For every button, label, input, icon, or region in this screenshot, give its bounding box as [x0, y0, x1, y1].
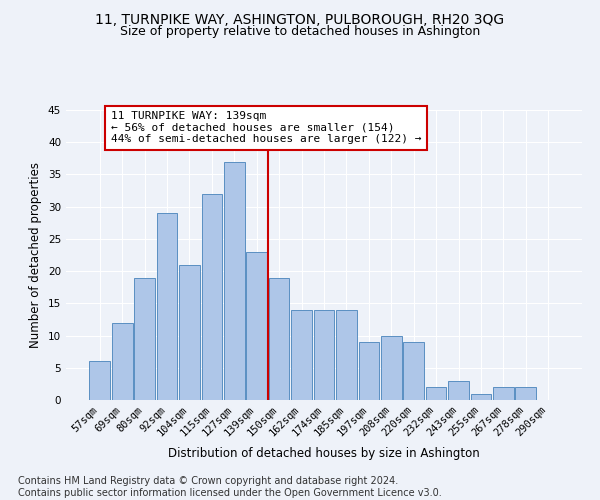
Bar — [291, 310, 312, 400]
Bar — [134, 278, 155, 400]
Bar — [493, 387, 514, 400]
Bar — [515, 387, 536, 400]
Bar — [202, 194, 222, 400]
Text: 11 TURNPIKE WAY: 139sqm
← 56% of detached houses are smaller (154)
44% of semi-d: 11 TURNPIKE WAY: 139sqm ← 56% of detache… — [111, 112, 421, 144]
Text: Contains HM Land Registry data © Crown copyright and database right 2024.
Contai: Contains HM Land Registry data © Crown c… — [18, 476, 442, 498]
Bar — [336, 310, 357, 400]
Y-axis label: Number of detached properties: Number of detached properties — [29, 162, 43, 348]
Bar — [314, 310, 334, 400]
Bar — [403, 342, 424, 400]
Bar — [269, 278, 289, 400]
Bar — [247, 252, 267, 400]
X-axis label: Distribution of detached houses by size in Ashington: Distribution of detached houses by size … — [168, 447, 480, 460]
Bar — [470, 394, 491, 400]
Bar — [112, 322, 133, 400]
Bar — [89, 362, 110, 400]
Bar — [381, 336, 401, 400]
Bar — [157, 213, 178, 400]
Bar — [426, 387, 446, 400]
Bar — [179, 264, 200, 400]
Bar — [448, 380, 469, 400]
Bar — [359, 342, 379, 400]
Text: Size of property relative to detached houses in Ashington: Size of property relative to detached ho… — [120, 25, 480, 38]
Bar — [224, 162, 245, 400]
Text: 11, TURNPIKE WAY, ASHINGTON, PULBOROUGH, RH20 3QG: 11, TURNPIKE WAY, ASHINGTON, PULBOROUGH,… — [95, 12, 505, 26]
